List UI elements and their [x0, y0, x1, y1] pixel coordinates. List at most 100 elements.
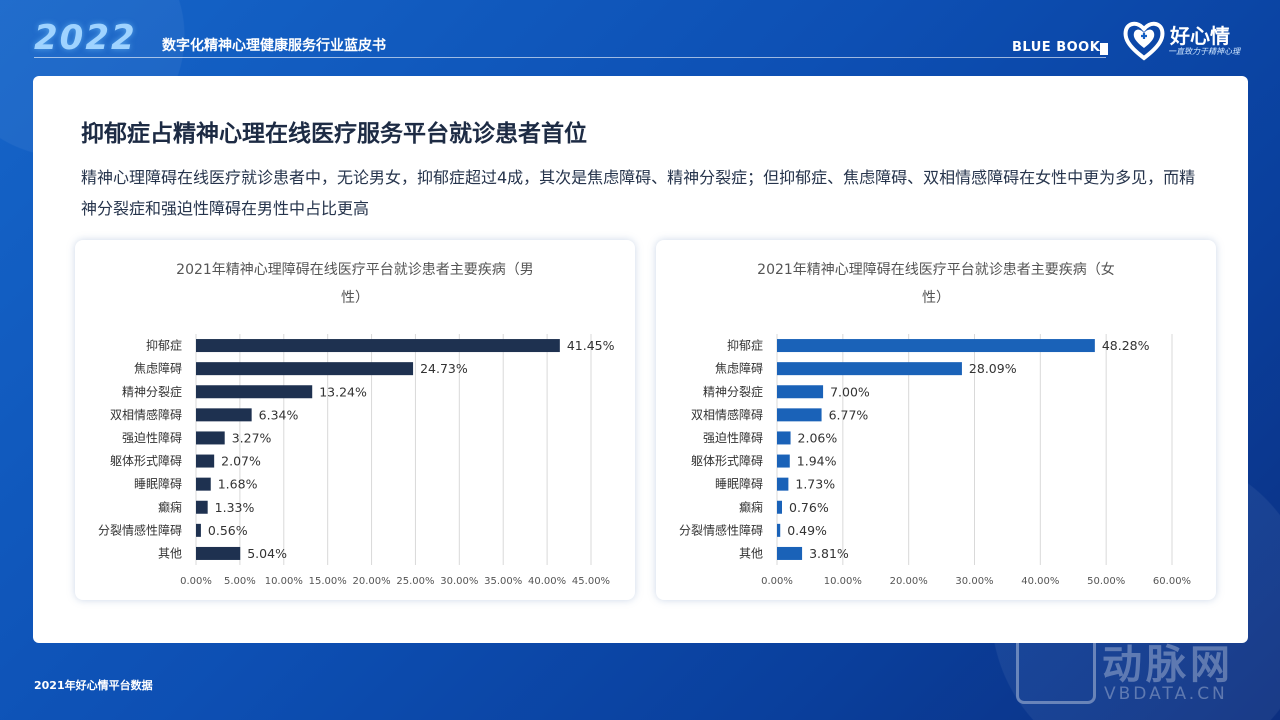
female-bar: [777, 362, 962, 376]
female-bar: [777, 500, 783, 514]
female-bar: [777, 431, 791, 445]
female-x-tick-label: 0.00%: [761, 576, 793, 587]
male-x-tick-label: 20.00%: [352, 576, 390, 587]
female-category-label: 躯体形式障碍: [691, 453, 763, 468]
male-x-tick-label: 35.00%: [484, 576, 522, 587]
female-bar: [777, 385, 824, 399]
logo-name: 好心情: [1170, 24, 1230, 48]
male-category-label: 双相情感障碍: [110, 407, 182, 422]
female-data-label: 2.06%: [798, 430, 838, 445]
logo-tagline: 一直致力于精神心理: [1168, 47, 1240, 56]
female-category-label: 双相情感障碍: [691, 407, 763, 422]
female-x-tick-label: 40.00%: [1021, 576, 1059, 587]
male-bar-chart: 0.00% 5.00% 10.00% 15.00% 20.00% 25.00% 30.00%…: [98, 334, 615, 587]
male-data-label: 5.04%: [247, 546, 287, 561]
female-category-label: 焦虑障碍: [715, 361, 763, 376]
male-category-label: 癫痫: [158, 499, 182, 514]
female-data-label: 28.09%: [969, 361, 1017, 376]
male-category-label: 抑郁症: [146, 338, 182, 353]
female-bar: [777, 339, 1095, 353]
male-data-label: 24.73%: [420, 361, 468, 376]
male-bar: [196, 362, 414, 376]
female-category-label: 睡眠障碍: [715, 476, 763, 491]
male-x-tick-label: 45.00%: [572, 576, 610, 587]
female-x-tick-label: 20.00%: [890, 576, 928, 587]
male-category-label: 强迫性障碍: [122, 430, 182, 445]
report-title: 数字化精神心理健康服务行业蓝皮书: [162, 38, 386, 54]
male-category-label: 其他: [158, 546, 182, 560]
male-x-tick-label: 40.00%: [528, 576, 566, 587]
bluebook-label: BLUE BOOK: [1012, 40, 1101, 55]
female-category-label: 癫痫: [739, 499, 763, 514]
male-category-label: 分裂情感性障碍: [98, 522, 182, 537]
male-data-label: 41.45%: [567, 338, 615, 353]
female-category-label: 精神分裂症: [703, 384, 763, 399]
female-bar-chart: 0.00% 10.00% 20.00% 30.00% 40.00% 50.00% 60.00…: [679, 334, 1191, 587]
male-bar: [196, 385, 313, 399]
male-bar: [196, 546, 241, 560]
female-data-label: 1.94%: [797, 454, 837, 469]
male-chart-title-line-1: 2021年精神心理障碍在线医疗平台就诊患者主要疾病（男: [176, 262, 534, 278]
male-x-tick-label: 5.00%: [224, 576, 256, 587]
female-category-label: 抑郁症: [727, 338, 763, 353]
male-data-label: 1.68%: [218, 477, 258, 492]
female-data-label: 0.76%: [789, 500, 829, 515]
bluebook-square-icon: [1100, 43, 1108, 55]
male-x-tick-label: 25.00%: [396, 576, 434, 587]
male-bar: [196, 339, 560, 353]
male-chart-title: 2021年精神心理障碍在线医疗平台就诊患者主要疾病（男 性）: [115, 256, 595, 312]
report-year: 2022: [34, 18, 137, 58]
male-chart-title-line-2: 性）: [341, 290, 369, 306]
female-data-label: 3.81%: [809, 546, 849, 561]
header-divider: [34, 57, 1106, 58]
page-subtext: 精神心理障碍在线医疗就诊患者中，无论男女，抑郁症超过4成，其次是焦虑障碍、精神分…: [81, 168, 1196, 218]
male-category-label: 睡眠障碍: [134, 476, 182, 491]
female-chart-title: 2021年精神心理障碍在线医疗平台就诊患者主要疾病（女 性）: [696, 256, 1176, 312]
female-chart-title-line-2: 性）: [922, 290, 950, 306]
page-title: 抑郁症占精神心理在线医疗服务平台就诊患者首位: [81, 121, 587, 147]
female-x-tick-label: 10.00%: [824, 576, 862, 587]
female-data-label: 0.49%: [787, 523, 827, 538]
female-x-tick-label: 60.00%: [1153, 576, 1191, 587]
male-data-label: 2.07%: [221, 454, 261, 469]
male-data-label: 13.24%: [319, 384, 367, 399]
heart-logo-icon: [1123, 21, 1165, 61]
female-bar: [777, 477, 789, 491]
top-bar: 2022 数字化精神心理健康服务行业蓝皮书 BLUE BOOK 好心情 一直致力…: [0, 0, 1280, 72]
female-chart-title-line-1: 2021年精神心理障碍在线医疗平台就诊患者主要疾病（女: [757, 262, 1115, 278]
female-category-label: 其他: [739, 546, 763, 560]
male-x-tick-label: 10.00%: [265, 576, 303, 587]
male-bar: [196, 431, 225, 445]
watermark-text: 动脉网: [1102, 642, 1234, 688]
female-category-label: 强迫性障碍: [703, 430, 763, 445]
male-bar: [196, 477, 211, 491]
female-bar: [777, 523, 781, 537]
female-chart-panel: 2021年精神心理障碍在线医疗平台就诊患者主要疾病（女 性） 0.00% 10.0…: [656, 240, 1216, 600]
female-data-label: 48.28%: [1102, 338, 1150, 353]
male-data-label: 1.33%: [215, 500, 255, 515]
brand-logo: 好心情 一直致力于精神心理: [1122, 18, 1252, 64]
male-data-label: 3.27%: [232, 430, 272, 445]
watermark-logo-icon: [1016, 634, 1096, 704]
male-bar: [196, 523, 201, 537]
male-category-label: 精神分裂症: [122, 384, 182, 399]
female-data-label: 1.73%: [795, 477, 835, 492]
male-category-label: 焦虑障碍: [134, 361, 182, 376]
watermark-url: VBDATA.CN: [1104, 684, 1228, 704]
male-x-tick-label: 15.00%: [309, 576, 347, 587]
male-x-tick-label: 0.00%: [180, 576, 212, 587]
female-bar: [777, 546, 803, 560]
female-data-label: 7.00%: [830, 384, 870, 399]
male-bar: [196, 454, 215, 468]
female-x-tick-label: 30.00%: [955, 576, 993, 587]
male-data-label: 6.34%: [259, 407, 299, 422]
female-data-label: 6.77%: [829, 407, 869, 422]
male-chart-panel: 2021年精神心理障碍在线医疗平台就诊患者主要疾病（男 性） 0.00% 5.00…: [75, 240, 635, 600]
content-card: 抑郁症占精神心理在线医疗服务平台就诊患者首位 精神心理障碍在线医疗就诊患者中，无…: [33, 76, 1248, 643]
male-bar: [196, 408, 252, 422]
female-category-label: 分裂情感性障碍: [679, 522, 763, 537]
male-x-tick-label: 30.00%: [440, 576, 478, 587]
male-data-label: 0.56%: [208, 523, 248, 538]
male-category-label: 躯体形式障碍: [110, 453, 182, 468]
female-bar: [777, 408, 822, 422]
